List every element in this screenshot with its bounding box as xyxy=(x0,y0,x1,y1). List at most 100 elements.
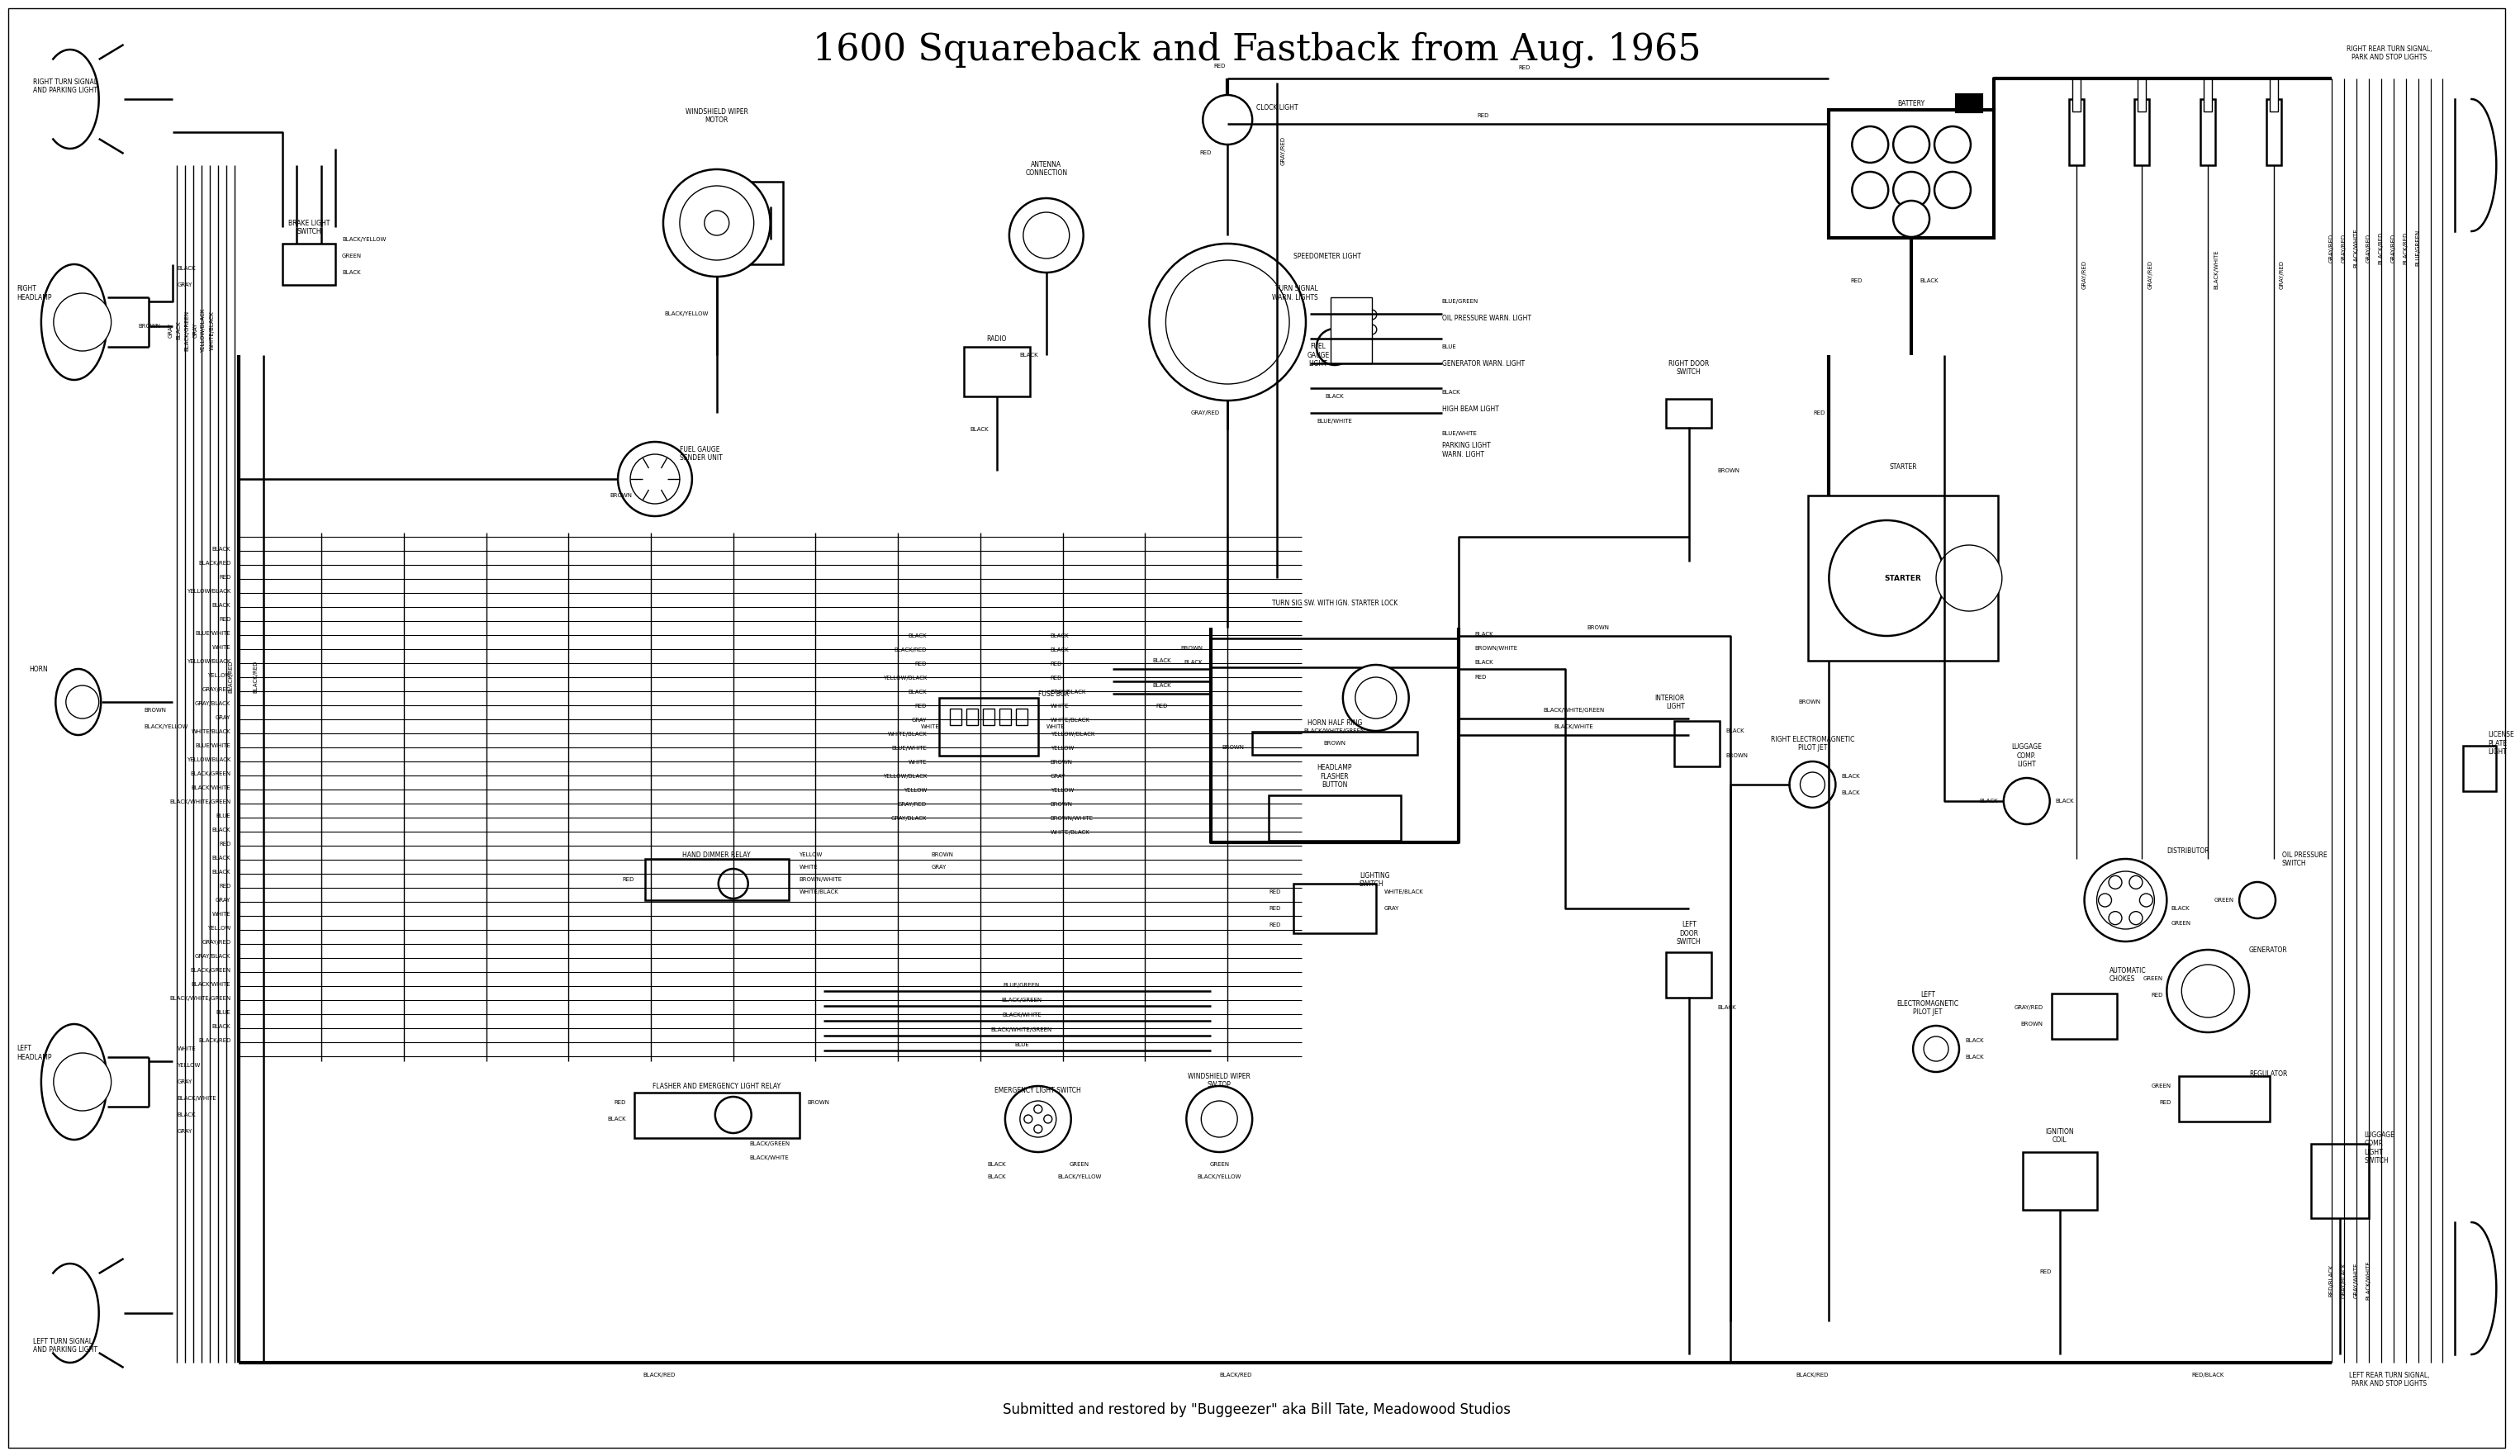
Text: HAND DIMMER RELAY: HAND DIMMER RELAY xyxy=(683,852,751,859)
Text: RED: RED xyxy=(615,1101,625,1105)
Text: AUTOMATIC
CHOKES: AUTOMATIC CHOKES xyxy=(2109,967,2147,983)
Bar xyxy=(1666,399,1711,428)
Text: BLUE/GREEN: BLUE/GREEN xyxy=(2417,230,2422,266)
Text: BLACK: BLACK xyxy=(176,1112,197,1117)
Circle shape xyxy=(1893,201,1930,237)
Text: RIGHT TURN SIGNAL
AND PARKING LIGHT: RIGHT TURN SIGNAL AND PARKING LIGHT xyxy=(33,79,98,95)
Text: BLACK: BLACK xyxy=(1920,278,1938,284)
Text: STARTER: STARTER xyxy=(1885,574,1923,582)
Bar xyxy=(2465,745,2497,791)
Text: WHITE: WHITE xyxy=(1046,724,1066,729)
Text: RED: RED xyxy=(1477,114,1489,118)
Text: BATTERY: BATTERY xyxy=(1898,100,1925,108)
Circle shape xyxy=(1935,545,2001,612)
Text: BLACK/WHITE/GREEN: BLACK/WHITE/GREEN xyxy=(169,799,232,804)
Circle shape xyxy=(1935,127,1971,163)
Text: BROWN: BROWN xyxy=(144,708,166,713)
Text: WHITE/BLACK: WHITE/BLACK xyxy=(1051,830,1089,834)
Bar xyxy=(1956,95,1981,112)
Text: GRAY/RED: GRAY/RED xyxy=(202,687,232,692)
Text: BLACK: BLACK xyxy=(1719,1005,1736,1010)
Circle shape xyxy=(1343,310,1351,320)
Text: GRAY: GRAY xyxy=(912,718,927,722)
Text: BLACK/WHITE: BLACK/WHITE xyxy=(1555,724,1593,729)
Text: BLACK/WHITE: BLACK/WHITE xyxy=(176,1096,217,1101)
Text: FUSE BOX: FUSE BOX xyxy=(1038,690,1068,697)
Circle shape xyxy=(1913,1025,1958,1072)
Bar xyxy=(2205,79,2213,112)
Text: WHITE: WHITE xyxy=(1051,703,1068,709)
Text: BLACK: BLACK xyxy=(1474,632,1494,636)
Text: GREEN: GREEN xyxy=(2170,920,2190,926)
Text: RED: RED xyxy=(219,575,232,579)
Text: BROWN/WHITE: BROWN/WHITE xyxy=(799,877,842,882)
Ellipse shape xyxy=(55,668,101,735)
Text: GRAY/RED: GRAY/RED xyxy=(2328,233,2334,262)
Text: BLACK/WHITE/GREEN: BLACK/WHITE/GREEN xyxy=(1542,708,1605,713)
Text: GRAY/BLACK: GRAY/BLACK xyxy=(2341,1262,2346,1297)
Text: BLACK: BLACK xyxy=(1966,1054,1983,1060)
Circle shape xyxy=(1852,127,1887,163)
Circle shape xyxy=(1033,1105,1043,1114)
Circle shape xyxy=(66,686,98,718)
Text: BROWN: BROWN xyxy=(1719,469,1741,473)
Circle shape xyxy=(2097,871,2155,929)
Circle shape xyxy=(1366,310,1376,320)
Text: FUEL
GAUGE
LIGHT: FUEL GAUGE LIGHT xyxy=(1308,342,1331,367)
Circle shape xyxy=(630,454,680,504)
Bar xyxy=(1830,109,1993,237)
Text: BLACK: BLACK xyxy=(212,603,232,607)
Text: GRAY/RED: GRAY/RED xyxy=(2281,261,2286,290)
Bar xyxy=(2134,99,2150,165)
Text: GREEN: GREEN xyxy=(2152,1083,2170,1089)
Text: RED: RED xyxy=(2160,1101,2170,1105)
Text: GREEN: GREEN xyxy=(343,253,363,259)
Circle shape xyxy=(2240,882,2276,919)
Text: GRAY: GRAY xyxy=(217,715,232,721)
Text: BLACK/WHITE/GREEN: BLACK/WHITE/GREEN xyxy=(1303,728,1366,734)
Text: YELLOW: YELLOW xyxy=(1051,788,1074,794)
Text: RIGHT ELECTROMAGNETIC
PILOT JET: RIGHT ELECTROMAGNETIC PILOT JET xyxy=(1772,735,1855,751)
Text: LEFT
DOOR
SWITCH: LEFT DOOR SWITCH xyxy=(1676,922,1701,945)
Text: GRAY/BLACK: GRAY/BLACK xyxy=(892,815,927,821)
Circle shape xyxy=(1353,317,1363,328)
Text: BLACK/YELLOW: BLACK/YELLOW xyxy=(343,237,386,242)
Text: GREEN: GREEN xyxy=(1068,1162,1089,1166)
Circle shape xyxy=(53,293,111,351)
Text: RED: RED xyxy=(622,877,635,882)
Circle shape xyxy=(2084,859,2167,942)
Text: REGULATOR: REGULATOR xyxy=(2250,1070,2288,1077)
Text: GRAY/RED: GRAY/RED xyxy=(2082,261,2087,290)
Text: STARTER: STARTER xyxy=(1890,463,1918,470)
Text: BLACK/YELLOW: BLACK/YELLOW xyxy=(1058,1175,1101,1179)
Ellipse shape xyxy=(40,1024,108,1140)
Text: BROWN: BROWN xyxy=(1051,760,1074,764)
Text: BLACK: BLACK xyxy=(2056,798,2074,804)
Circle shape xyxy=(718,869,748,898)
Text: WHITE/BLACK: WHITE/BLACK xyxy=(887,732,927,737)
Circle shape xyxy=(1353,332,1363,342)
Circle shape xyxy=(617,441,693,517)
Text: BLACK/GREEN: BLACK/GREEN xyxy=(189,772,232,776)
Bar xyxy=(635,1092,799,1137)
Circle shape xyxy=(1023,1115,1033,1123)
Text: WHITE/BLACK: WHITE/BLACK xyxy=(1383,890,1424,894)
Text: BLUE/GREEN: BLUE/GREEN xyxy=(1441,298,1479,304)
Text: GRAY: GRAY xyxy=(930,865,945,869)
Circle shape xyxy=(1799,772,1824,796)
Text: WHITE: WHITE xyxy=(907,760,927,764)
Text: RED: RED xyxy=(915,703,927,709)
Text: LICENSE
PLATE
LIGHT: LICENSE PLATE LIGHT xyxy=(2487,731,2515,756)
Text: BROWN: BROWN xyxy=(1222,745,1245,750)
Circle shape xyxy=(1830,520,1945,636)
Text: YELLOW/BLACK: YELLOW/BLACK xyxy=(202,309,207,352)
Text: BLACK/GREEN: BLACK/GREEN xyxy=(189,968,232,973)
Text: GENERATOR: GENERATOR xyxy=(2250,946,2288,954)
Circle shape xyxy=(2109,875,2122,890)
Text: YELLOW: YELLOW xyxy=(799,852,822,858)
Circle shape xyxy=(680,186,753,261)
Text: BLACK: BLACK xyxy=(988,1175,1005,1179)
Text: BLACK/WHITE/GREEN: BLACK/WHITE/GREEN xyxy=(990,1028,1053,1032)
Text: BLACK: BLACK xyxy=(1326,395,1343,399)
Text: GREEN: GREEN xyxy=(2142,976,2162,981)
